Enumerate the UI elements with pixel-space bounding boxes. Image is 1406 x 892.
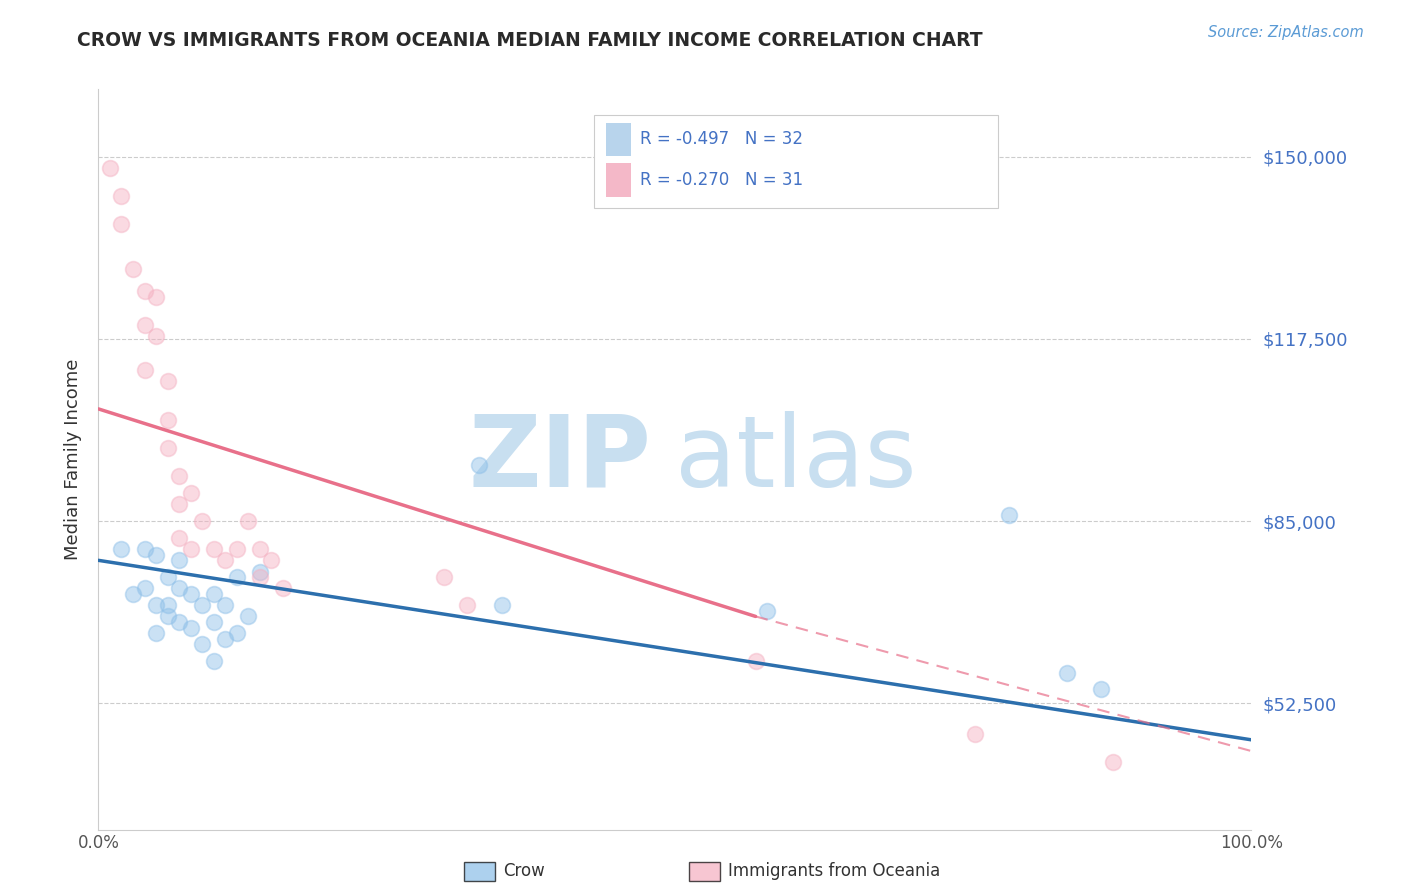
Point <box>156 441 179 455</box>
Point <box>167 582 190 596</box>
Point <box>744 654 766 668</box>
FancyBboxPatch shape <box>606 122 631 156</box>
Text: atlas: atlas <box>675 411 917 508</box>
Point <box>214 553 236 567</box>
Point <box>756 604 779 618</box>
Point <box>156 570 179 584</box>
Point <box>191 598 214 612</box>
Point <box>134 582 156 596</box>
Text: Crow: Crow <box>503 863 546 880</box>
Point <box>122 587 145 601</box>
Point <box>134 318 156 332</box>
Point <box>963 727 986 741</box>
Point <box>238 514 260 528</box>
Point <box>156 374 179 388</box>
Point <box>180 621 202 635</box>
Point <box>491 598 513 612</box>
Point <box>180 542 202 557</box>
FancyBboxPatch shape <box>595 115 998 208</box>
Point <box>249 542 271 557</box>
Point <box>145 329 167 343</box>
Text: R = -0.270   N = 31: R = -0.270 N = 31 <box>640 171 803 189</box>
Point <box>225 626 247 640</box>
Point <box>145 626 167 640</box>
Point <box>167 469 190 483</box>
Point <box>271 582 294 596</box>
Point <box>214 598 236 612</box>
Point <box>180 486 202 500</box>
Point <box>167 615 190 629</box>
Point <box>1102 756 1125 770</box>
Point <box>180 587 202 601</box>
Point <box>134 284 156 298</box>
Point <box>1056 665 1078 680</box>
Point <box>110 188 132 202</box>
Point <box>191 514 214 528</box>
Point <box>156 413 179 427</box>
Text: R = -0.497   N = 32: R = -0.497 N = 32 <box>640 130 803 148</box>
Point <box>260 553 283 567</box>
Point <box>202 542 225 557</box>
Point <box>238 609 260 624</box>
Y-axis label: Median Family Income: Median Family Income <box>63 359 82 560</box>
Text: CROW VS IMMIGRANTS FROM OCEANIA MEDIAN FAMILY INCOME CORRELATION CHART: CROW VS IMMIGRANTS FROM OCEANIA MEDIAN F… <box>77 31 983 50</box>
Point <box>110 542 132 557</box>
Point <box>145 290 167 304</box>
Point <box>202 587 225 601</box>
Point <box>145 598 167 612</box>
Point <box>225 570 247 584</box>
Point <box>191 637 214 651</box>
Point <box>145 548 167 562</box>
Point <box>122 261 145 276</box>
Point <box>167 497 190 511</box>
Point <box>202 654 225 668</box>
Text: ZIP: ZIP <box>470 411 652 508</box>
Point <box>134 362 156 376</box>
Point <box>156 598 179 612</box>
Text: Immigrants from Oceania: Immigrants from Oceania <box>728 863 941 880</box>
Point <box>214 632 236 646</box>
Point <box>456 598 478 612</box>
FancyBboxPatch shape <box>606 163 631 196</box>
Point <box>998 508 1021 523</box>
Point <box>98 161 121 175</box>
Point <box>134 542 156 557</box>
Point <box>249 570 271 584</box>
Text: Source: ZipAtlas.com: Source: ZipAtlas.com <box>1208 25 1364 40</box>
Point <box>110 217 132 231</box>
Point <box>468 458 491 472</box>
Point <box>433 570 456 584</box>
Point <box>1090 682 1112 697</box>
Point <box>167 531 190 545</box>
Point <box>156 609 179 624</box>
Point <box>202 615 225 629</box>
Point <box>249 565 271 579</box>
Point <box>225 542 247 557</box>
Point <box>167 553 190 567</box>
